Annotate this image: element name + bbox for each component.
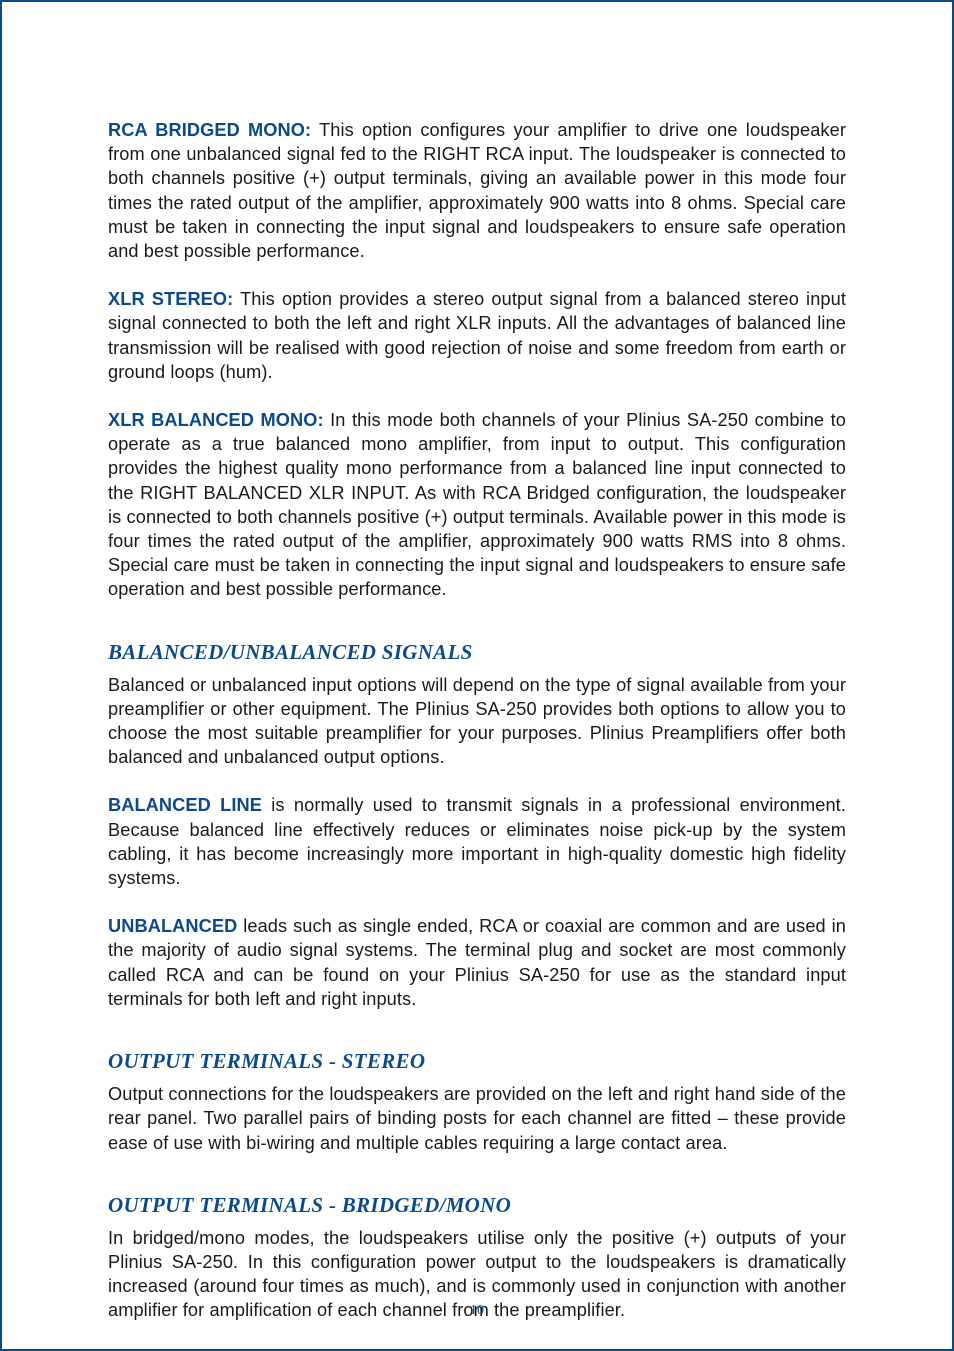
lead-unbalanced: UNBALANCED [108, 916, 237, 936]
lead-xlr-stereo: XLR STEREO: [108, 289, 233, 309]
paragraph-xlr-stereo: XLR STEREO: This option provides a stere… [108, 287, 846, 384]
lead-balanced-line: BALANCED LINE [108, 795, 262, 815]
paragraph-balanced-intro: Balanced or unbalanced input options wil… [108, 673, 846, 770]
lead-rca-bridged-mono: RCA BRIDGED MONO: [108, 120, 311, 140]
text-rca-bridged-mono: This option configures your amplifier to… [108, 120, 846, 261]
paragraph-rca-bridged-mono: RCA BRIDGED MONO: This option configures… [108, 118, 846, 263]
page-number: 10 [2, 1303, 952, 1319]
lead-xlr-balanced-mono: XLR BALANCED MONO: [108, 410, 324, 430]
paragraph-balanced-line: BALANCED LINE is normally used to transm… [108, 793, 846, 890]
heading-output-bridged: OUTPUT TERMINALS - BRIDGED/MONO [108, 1193, 846, 1218]
heading-balanced-unbalanced: BALANCED/UNBALANCED SIGNALS [108, 640, 846, 665]
paragraph-output-stereo: Output connections for the loudspeakers … [108, 1082, 846, 1155]
document-page: RCA BRIDGED MONO: This option configures… [0, 0, 954, 1351]
heading-output-stereo: OUTPUT TERMINALS - STEREO [108, 1049, 846, 1074]
paragraph-xlr-balanced-mono: XLR BALANCED MONO: In this mode both cha… [108, 408, 846, 602]
paragraph-unbalanced: UNBALANCED leads such as single ended, R… [108, 914, 846, 1011]
page-content: RCA BRIDGED MONO: This option configures… [50, 48, 904, 1323]
text-xlr-balanced-mono: In this mode both channels of your Plini… [108, 410, 846, 599]
